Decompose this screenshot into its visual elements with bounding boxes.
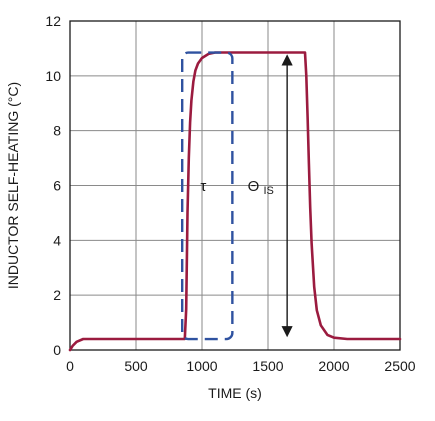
y-tick-label: 12 [45, 13, 61, 29]
y-tick-label: 10 [45, 68, 61, 84]
x-tick-label: 1000 [186, 358, 217, 374]
y-tick-label: 6 [53, 178, 61, 194]
axes [69, 20, 401, 351]
grid [70, 21, 400, 350]
theta-subscript: IS [263, 185, 273, 197]
tau-label: τ [200, 178, 206, 195]
y-tick-label: 4 [53, 232, 61, 248]
x-axis-label: TIME (s) [208, 385, 262, 401]
y-tick-label: 8 [53, 123, 61, 139]
tau-time-constant-box [180, 51, 234, 341]
x-tick-label: 500 [124, 358, 148, 374]
series-line [68, 51, 402, 352]
y-axis-label: INDUCTOR SELF-HEATING (°C) [5, 82, 21, 289]
x-tick-label: 0 [66, 358, 74, 374]
y-tick-labels: 0 2 4 6 8 10 12 [45, 13, 61, 358]
x-tick-label: 1500 [252, 358, 283, 374]
x-tick-label: 2000 [318, 358, 349, 374]
plot-frame [69, 20, 401, 351]
theta-is-label: Θ IS [248, 178, 274, 197]
series-layer [68, 51, 402, 352]
theta-symbol: Θ [248, 178, 260, 195]
y-tick-label: 0 [53, 342, 61, 358]
x-tick-labels: 0 500 1000 1500 2000 2500 [66, 358, 416, 374]
x-tick-label: 2500 [384, 358, 415, 374]
y-tick-label: 2 [53, 287, 61, 303]
